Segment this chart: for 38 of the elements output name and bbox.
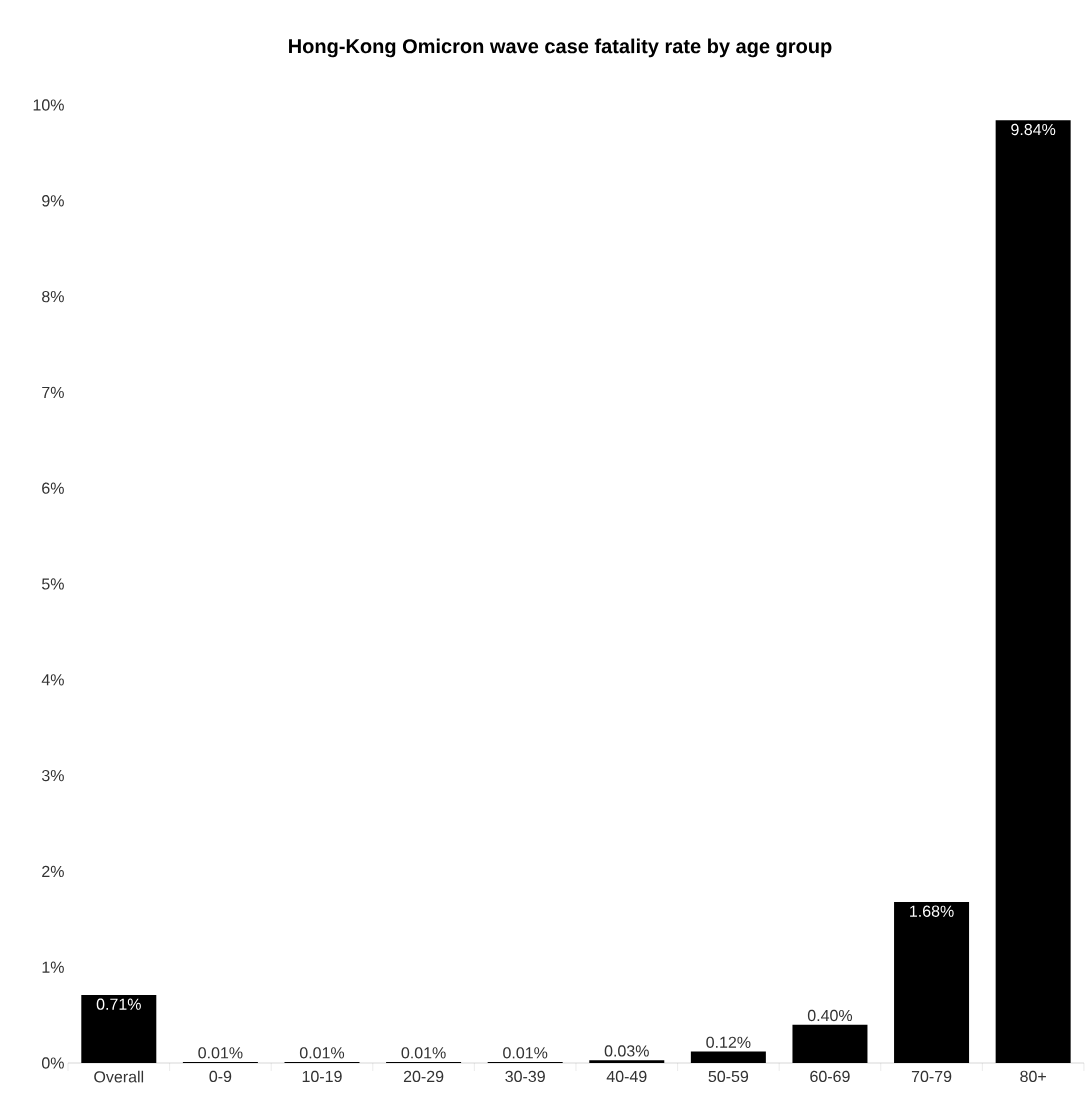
data-label: 0.01% xyxy=(401,1047,446,1059)
y-tick-label: 1% xyxy=(42,961,64,973)
x-tick-label: 80+ xyxy=(1020,1070,1046,1083)
x-tick-label: 20-29 xyxy=(403,1070,444,1083)
x-tick-label: 70-79 xyxy=(911,1070,952,1083)
bar xyxy=(894,902,970,1063)
data-label: 1.68% xyxy=(910,905,954,917)
bar xyxy=(792,1024,868,1063)
data-label: 0.40% xyxy=(807,1009,853,1022)
y-tick-label: 9% xyxy=(42,195,64,207)
y-tick-label: 6% xyxy=(42,482,64,494)
data-label: 9.84% xyxy=(1011,123,1056,136)
y-tick-label: 3% xyxy=(41,769,64,782)
data-label: 0.12% xyxy=(706,1036,751,1048)
x-tick-label: 30-39 xyxy=(505,1070,545,1083)
data-label: 0.71% xyxy=(96,998,141,1010)
y-tick-label: 0% xyxy=(41,1057,64,1069)
y-tick-label: 5% xyxy=(42,578,64,590)
y-tick-label: 8% xyxy=(42,290,64,303)
data-label: 0.01% xyxy=(503,1047,548,1059)
bar xyxy=(690,1051,766,1063)
chart-title: Hong-Kong Omicron wave case fatality rate by age group xyxy=(289,38,832,58)
y-tick-label: 2% xyxy=(42,865,64,878)
x-tick-label: Overall xyxy=(94,1070,144,1083)
x-tick-label: 60-69 xyxy=(810,1070,850,1083)
y-tick-label: 7% xyxy=(42,386,64,398)
x-tick-label: 0-9 xyxy=(209,1070,232,1083)
x-tick-label: 50-59 xyxy=(708,1070,749,1083)
bar xyxy=(995,120,1071,1063)
data-label: 0.03% xyxy=(604,1045,649,1057)
x-tick-label: 10-19 xyxy=(302,1070,342,1083)
x-tick-label: 40-49 xyxy=(606,1070,647,1083)
data-label: 0.01% xyxy=(299,1047,345,1059)
bar xyxy=(81,994,157,1063)
y-tick-label: 4% xyxy=(41,674,64,686)
bar xyxy=(589,1060,665,1063)
data-label: 0.01% xyxy=(198,1047,243,1059)
y-tick-label: 10% xyxy=(33,99,64,111)
